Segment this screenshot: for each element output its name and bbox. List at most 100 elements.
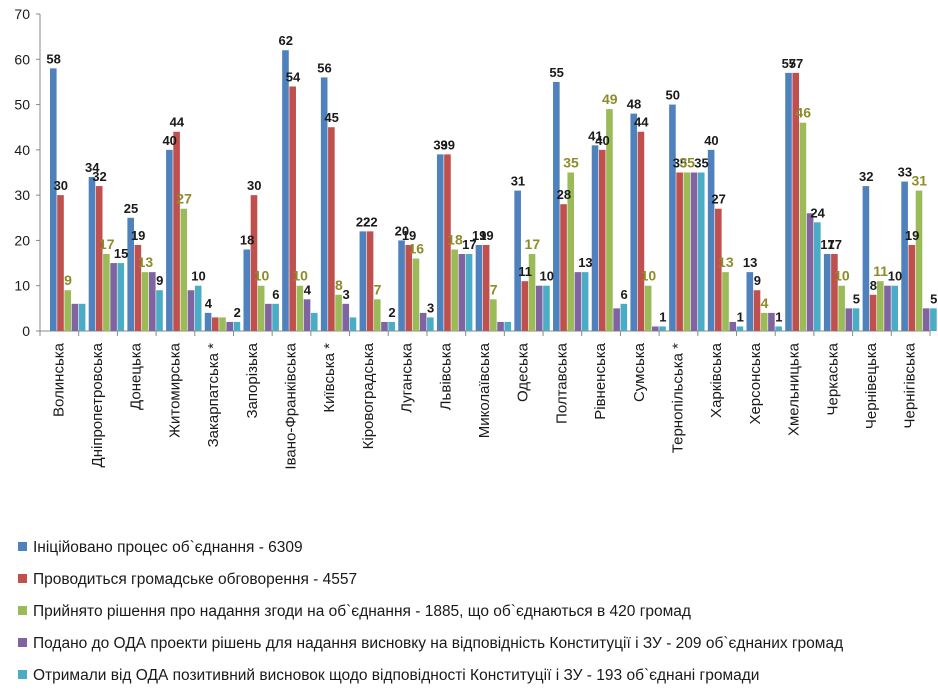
data-label: 16 bbox=[408, 241, 424, 257]
bar bbox=[722, 272, 729, 331]
bar bbox=[304, 299, 311, 331]
data-label: 31 bbox=[511, 174, 525, 189]
data-label: 10 bbox=[641, 268, 657, 284]
bar bbox=[405, 245, 412, 331]
data-label: 19 bbox=[479, 228, 493, 243]
bar bbox=[149, 272, 156, 331]
data-label: 44 bbox=[634, 115, 649, 130]
data-label: 11 bbox=[873, 263, 888, 279]
bar bbox=[638, 132, 645, 331]
y-tick-label: 40 bbox=[14, 142, 30, 158]
x-tick-label: Черкаська bbox=[824, 342, 841, 415]
bar bbox=[575, 272, 582, 331]
data-label: 11 bbox=[518, 264, 532, 279]
bar bbox=[398, 240, 405, 331]
legend-item: Подано до ОДА проекти рішень для надання… bbox=[18, 632, 938, 664]
data-label: 9 bbox=[156, 273, 163, 288]
bar bbox=[335, 295, 342, 331]
bar bbox=[737, 326, 744, 331]
bar bbox=[156, 290, 163, 331]
data-label: 49 bbox=[602, 91, 618, 107]
bar bbox=[79, 304, 86, 331]
legend-label: Отримали від ОДА позитивний висновок щод… bbox=[33, 667, 759, 684]
data-label: 45 bbox=[324, 110, 338, 125]
bar bbox=[50, 68, 57, 331]
data-label: 56 bbox=[317, 60, 331, 75]
data-label: 7 bbox=[374, 281, 382, 297]
bar bbox=[698, 173, 705, 332]
data-label: 7 bbox=[490, 281, 498, 297]
data-label: 3 bbox=[342, 287, 349, 302]
data-label: 4 bbox=[205, 296, 213, 311]
y-tick-label: 60 bbox=[14, 51, 30, 67]
bar bbox=[676, 173, 683, 332]
bar bbox=[645, 286, 652, 331]
bar bbox=[761, 313, 768, 331]
data-label: 9 bbox=[64, 272, 72, 288]
bar bbox=[630, 114, 637, 331]
data-label: 40 bbox=[704, 133, 718, 148]
data-label: 44 bbox=[170, 115, 185, 130]
bar bbox=[659, 326, 666, 331]
bar bbox=[560, 204, 567, 331]
data-label: 2 bbox=[388, 305, 395, 320]
y-tick-label: 20 bbox=[14, 232, 30, 248]
data-label: 25 bbox=[124, 201, 138, 216]
legend: Ініційовано процес об`єднання - 6309 Пров… bbox=[18, 536, 938, 696]
bar bbox=[311, 313, 318, 331]
bar bbox=[877, 281, 884, 331]
data-label: 28 bbox=[557, 187, 571, 202]
data-label: 10 bbox=[191, 269, 205, 284]
data-label: 54 bbox=[286, 69, 301, 84]
x-tick-label: Чернігівська bbox=[902, 342, 919, 428]
data-label: 39 bbox=[441, 137, 455, 152]
x-tick-label: Чернівецька bbox=[863, 342, 880, 429]
x-tick-layer: Волинська Дніпропетровська Донецька Житомир… bbox=[50, 342, 918, 469]
data-label: 35 bbox=[694, 156, 708, 171]
bar bbox=[89, 177, 96, 331]
data-label: 30 bbox=[54, 178, 68, 193]
bar bbox=[923, 308, 930, 331]
bar bbox=[289, 86, 296, 331]
data-label: 35 bbox=[563, 155, 579, 171]
data-label: 32 bbox=[859, 169, 873, 184]
bar bbox=[768, 313, 775, 331]
data-label: 19 bbox=[905, 228, 919, 243]
x-tick-label: Закарпатська * bbox=[205, 343, 222, 448]
legend-label: Проводиться громадське обговорення - 455… bbox=[33, 571, 357, 588]
bar bbox=[553, 82, 560, 331]
bar bbox=[543, 286, 550, 331]
bar bbox=[437, 154, 444, 331]
bar bbox=[350, 317, 357, 331]
bar bbox=[297, 286, 304, 331]
bar bbox=[582, 272, 589, 331]
data-label: 18 bbox=[240, 232, 254, 247]
bar bbox=[388, 322, 395, 331]
data-label: 4 bbox=[304, 282, 312, 297]
bar bbox=[420, 313, 427, 331]
data-label: 10 bbox=[540, 269, 554, 284]
bar bbox=[884, 286, 891, 331]
bar bbox=[652, 326, 659, 331]
bar bbox=[413, 259, 420, 331]
bar bbox=[846, 308, 853, 331]
data-label: 50 bbox=[665, 88, 679, 103]
data-label: 5 bbox=[853, 291, 860, 306]
bar bbox=[891, 286, 898, 331]
bar bbox=[785, 73, 792, 331]
data-label: 6 bbox=[272, 287, 279, 302]
x-tick-label: Сумська bbox=[631, 342, 648, 402]
bar bbox=[754, 290, 761, 331]
bar bbox=[96, 186, 103, 331]
data-label: 48 bbox=[627, 97, 641, 112]
bar bbox=[901, 182, 908, 331]
x-tick-label: Донецька bbox=[128, 342, 145, 410]
bar bbox=[504, 322, 511, 331]
bar bbox=[497, 322, 504, 331]
data-label: 58 bbox=[46, 51, 60, 66]
y-tick-label: 30 bbox=[14, 187, 30, 203]
bar bbox=[64, 290, 71, 331]
bar bbox=[514, 191, 521, 331]
data-label: 13 bbox=[138, 254, 154, 270]
